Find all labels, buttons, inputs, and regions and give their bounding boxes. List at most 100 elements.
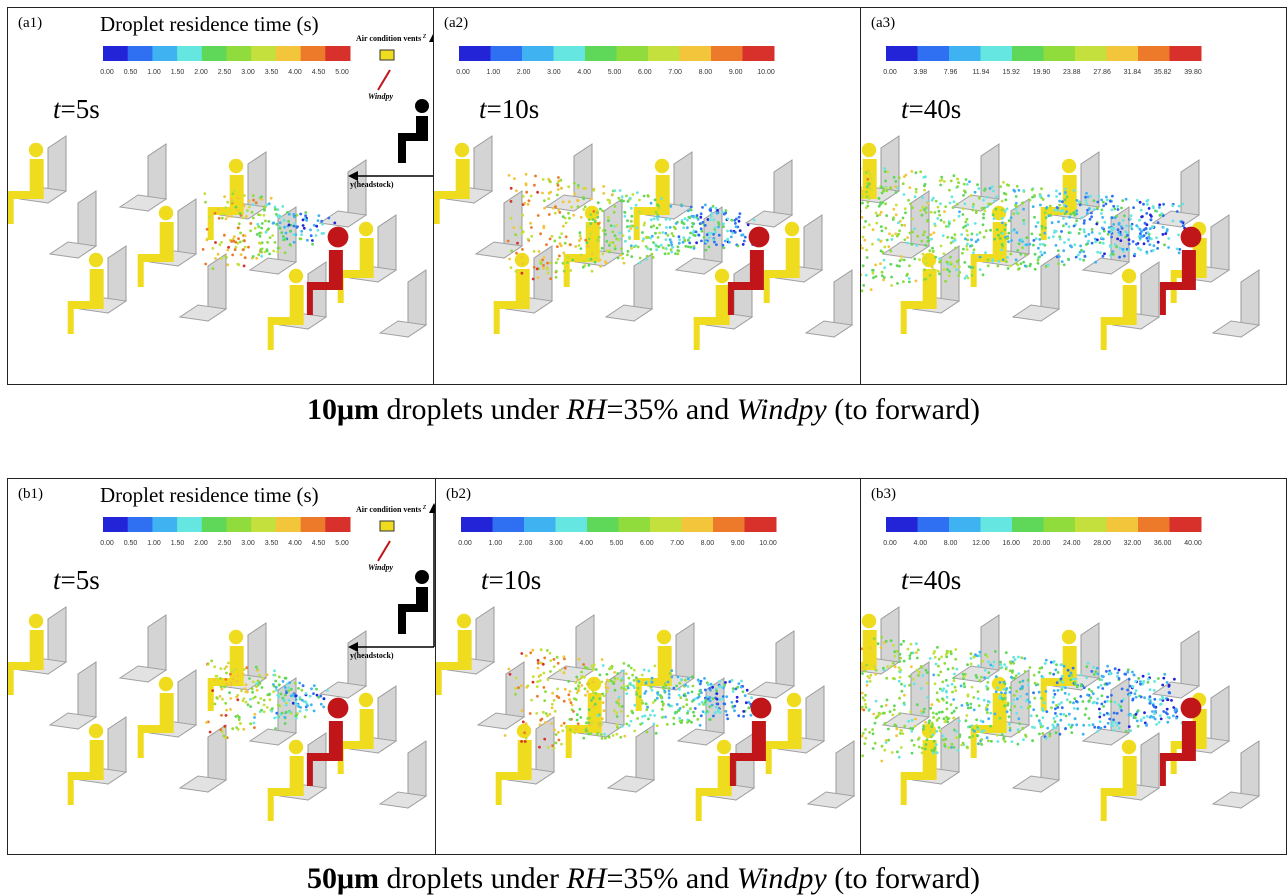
droplet xyxy=(1100,212,1103,215)
droplet xyxy=(1121,688,1124,691)
droplet xyxy=(953,219,956,222)
droplet xyxy=(645,708,648,711)
droplet xyxy=(592,668,595,671)
droplet xyxy=(924,748,927,751)
droplet xyxy=(1116,205,1119,208)
droplet xyxy=(546,715,549,718)
droplet xyxy=(1082,700,1085,703)
droplet xyxy=(916,703,919,706)
droplet xyxy=(630,720,633,723)
droplet xyxy=(712,205,715,208)
droplet xyxy=(684,245,687,248)
droplet xyxy=(229,708,232,711)
droplet xyxy=(656,227,659,230)
colorbar-segment xyxy=(1170,46,1202,61)
droplet xyxy=(1150,215,1153,218)
droplet xyxy=(987,258,990,261)
droplet xyxy=(240,253,243,256)
droplet xyxy=(591,270,594,273)
droplet xyxy=(612,734,615,737)
droplet xyxy=(582,663,585,666)
droplet xyxy=(677,676,680,679)
droplet xyxy=(1045,690,1048,693)
droplet xyxy=(248,206,251,209)
droplet xyxy=(1008,219,1011,222)
droplet xyxy=(1154,210,1157,213)
droplet xyxy=(1015,258,1018,261)
droplet xyxy=(1156,247,1159,250)
droplet xyxy=(1035,225,1038,228)
droplet xyxy=(733,709,736,712)
colorbar-segment xyxy=(1044,517,1076,532)
colorbar-segment xyxy=(949,517,981,532)
droplet xyxy=(242,673,245,676)
droplet xyxy=(604,737,607,740)
droplet xyxy=(555,261,558,264)
colorbar-segment xyxy=(648,46,680,61)
droplet xyxy=(245,215,248,218)
droplet xyxy=(305,709,308,712)
droplet xyxy=(871,269,874,272)
droplet xyxy=(532,278,535,281)
droplet xyxy=(1059,733,1062,736)
droplet xyxy=(929,274,932,277)
droplet xyxy=(967,277,970,280)
droplet xyxy=(910,170,913,173)
droplet xyxy=(948,274,951,277)
droplet xyxy=(1003,697,1006,700)
droplet xyxy=(1120,225,1123,228)
droplet xyxy=(322,706,325,709)
droplet xyxy=(1153,706,1156,709)
droplet xyxy=(972,206,975,209)
mannequin-head xyxy=(159,206,173,220)
droplet xyxy=(309,695,312,698)
droplet xyxy=(1068,693,1071,696)
droplet xyxy=(1055,663,1058,666)
droplet xyxy=(903,694,906,697)
droplet xyxy=(709,218,712,221)
droplet xyxy=(956,185,959,188)
droplet xyxy=(249,722,252,725)
colorbar-segment xyxy=(1138,46,1170,61)
droplet xyxy=(702,703,705,706)
droplet xyxy=(872,228,875,231)
droplet xyxy=(1035,714,1038,717)
droplet xyxy=(675,222,678,225)
droplet xyxy=(920,666,923,669)
droplet xyxy=(1045,659,1048,662)
droplet xyxy=(1161,684,1164,687)
droplet xyxy=(1096,673,1099,676)
droplet xyxy=(597,240,600,243)
droplet xyxy=(1103,221,1106,224)
droplet xyxy=(277,208,280,211)
colorbar-tick-label: 35.82 xyxy=(1154,69,1172,76)
droplet xyxy=(593,663,596,666)
colorbar-tick-label: 4.00 xyxy=(288,69,302,76)
droplet xyxy=(1114,721,1117,724)
droplet xyxy=(584,694,587,697)
droplet xyxy=(934,211,937,214)
droplet xyxy=(232,193,235,196)
droplet xyxy=(1029,705,1032,708)
droplet xyxy=(953,746,956,749)
droplet xyxy=(915,651,918,654)
droplet xyxy=(961,704,964,707)
droplet xyxy=(597,714,600,717)
droplet xyxy=(696,718,699,721)
colorbar-segment xyxy=(276,517,301,532)
droplet xyxy=(1140,696,1143,699)
droplet xyxy=(285,711,288,714)
droplet xyxy=(912,678,915,681)
droplet xyxy=(1135,689,1138,692)
droplet xyxy=(1176,210,1179,213)
droplet xyxy=(1072,667,1075,670)
droplet xyxy=(907,648,910,651)
droplet xyxy=(721,697,724,700)
droplet xyxy=(1132,698,1135,701)
droplet xyxy=(1007,267,1010,270)
droplet xyxy=(969,725,972,728)
droplet xyxy=(896,282,899,285)
droplet xyxy=(591,253,594,256)
droplet xyxy=(679,696,682,699)
droplet xyxy=(955,730,958,733)
